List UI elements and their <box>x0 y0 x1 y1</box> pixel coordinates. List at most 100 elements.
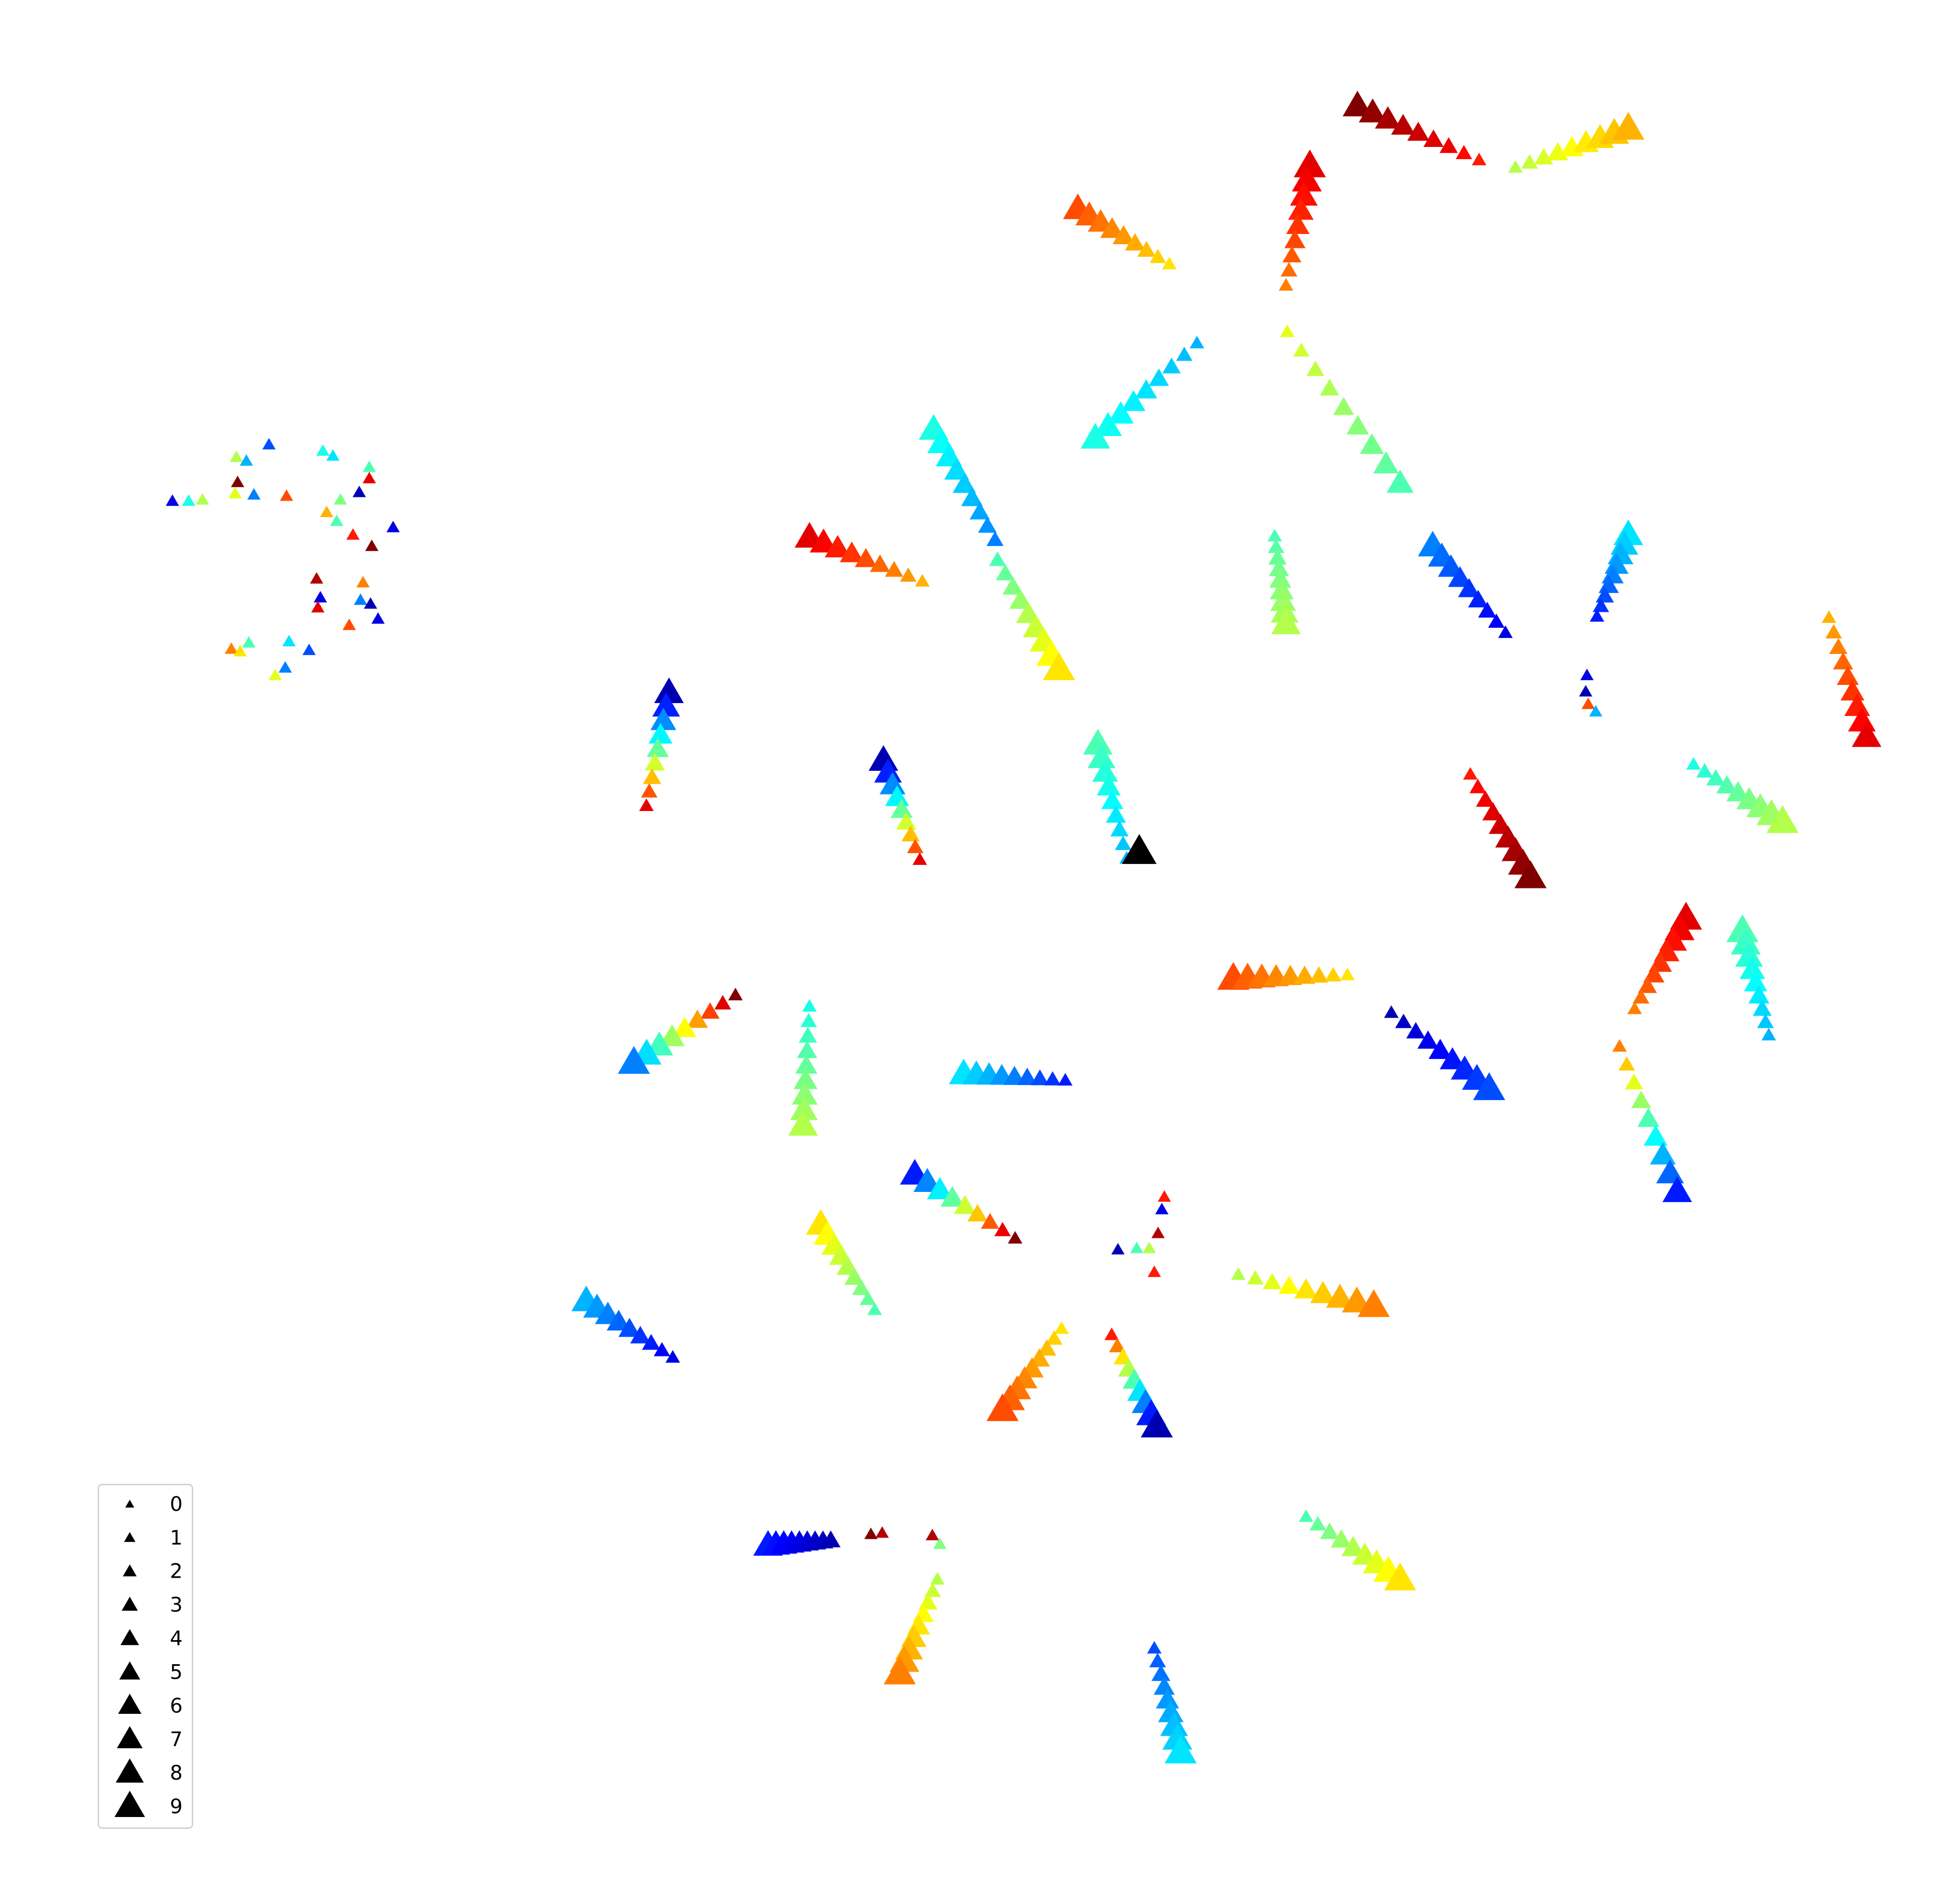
data-point <box>810 528 838 553</box>
data-point <box>1158 1700 1184 1722</box>
data-point <box>1121 390 1146 411</box>
legend-marker-icon <box>119 1661 141 1680</box>
data-point <box>652 692 680 717</box>
data-point <box>1282 246 1302 262</box>
data-point <box>1498 625 1513 638</box>
data-point <box>1111 1243 1125 1254</box>
data-point <box>1096 775 1121 796</box>
data-point <box>1309 1516 1326 1531</box>
data-point <box>1231 1267 1246 1280</box>
data-point <box>1135 379 1157 399</box>
data-point <box>961 487 983 506</box>
data-point <box>1030 1069 1049 1086</box>
data-point <box>981 1213 999 1229</box>
data-point <box>825 535 851 558</box>
data-point <box>901 825 920 841</box>
data-point <box>268 668 282 681</box>
data-point <box>1395 1013 1412 1028</box>
data-point <box>1162 357 1181 373</box>
data-point <box>978 516 997 533</box>
data-point <box>365 539 379 551</box>
data-point <box>900 567 917 582</box>
data-point <box>1590 609 1605 622</box>
data-point <box>1331 1529 1352 1548</box>
data-point <box>1341 1535 1365 1556</box>
legend-label: 1 <box>170 1526 183 1549</box>
data-point <box>233 645 247 657</box>
data-point <box>1110 820 1129 837</box>
data-point <box>1488 613 1505 628</box>
legend-entry: 5 <box>119 1660 183 1683</box>
data-point <box>930 1572 945 1585</box>
data-point <box>907 839 924 853</box>
legend-entry: 4 <box>120 1627 183 1650</box>
legend-marker-icon <box>124 1532 136 1542</box>
data-point <box>1598 575 1619 593</box>
data-point <box>1476 790 1495 807</box>
data-point <box>639 798 654 811</box>
data-point <box>224 642 238 654</box>
data-point <box>641 783 658 798</box>
data-point <box>1148 368 1169 386</box>
data-point <box>654 1342 671 1356</box>
data-point <box>1612 1039 1627 1052</box>
data-point <box>1306 361 1325 376</box>
data-point <box>363 597 377 609</box>
data-point <box>802 999 817 1012</box>
data-point <box>239 454 253 466</box>
data-point <box>1083 729 1113 755</box>
legend-marker-icon <box>122 1564 137 1577</box>
data-point <box>967 1204 988 1222</box>
data-point <box>310 572 323 584</box>
data-point <box>1271 609 1301 634</box>
data-point <box>371 612 385 624</box>
data-point <box>1696 763 1713 778</box>
data-point <box>311 601 325 613</box>
data-point <box>182 494 196 506</box>
data-point <box>650 707 676 730</box>
data-point <box>1589 705 1603 717</box>
data-point <box>1113 225 1135 245</box>
data-point <box>1407 121 1429 141</box>
data-point <box>1294 1278 1318 1299</box>
data-point <box>1632 989 1650 1004</box>
legend-marker-icon <box>115 1758 144 1783</box>
data-point <box>885 561 904 577</box>
data-point <box>282 635 296 646</box>
data-point <box>1106 805 1126 823</box>
legend-marker-icon <box>116 1726 143 1749</box>
data-point <box>1423 129 1444 147</box>
data-point <box>986 531 1004 546</box>
data-point <box>1627 1001 1642 1015</box>
data-point <box>1473 1072 1505 1101</box>
data-point <box>1643 1125 1668 1146</box>
data-point <box>320 505 333 518</box>
data-point <box>1619 1056 1635 1071</box>
data-point <box>316 444 330 456</box>
data-point <box>1662 1176 1692 1203</box>
data-point <box>1280 262 1297 277</box>
data-point <box>1290 182 1318 206</box>
data-point <box>196 493 209 505</box>
legend-label: 2 <box>170 1559 183 1583</box>
data-point <box>352 485 366 497</box>
legend-marker-icon <box>114 1790 145 1818</box>
data-point <box>1716 775 1738 794</box>
data-point <box>1638 976 1657 993</box>
data-point <box>343 618 356 630</box>
data-point <box>1596 587 1614 603</box>
data-point <box>933 1537 947 1549</box>
data-point <box>1637 1108 1660 1127</box>
data-point <box>356 575 370 588</box>
data-point <box>1176 346 1193 361</box>
data-point <box>1279 278 1294 291</box>
data-point <box>1837 666 1859 685</box>
data-point <box>940 1186 965 1207</box>
legend-label: 8 <box>170 1761 183 1784</box>
data-point <box>630 1325 651 1344</box>
legend-label: 6 <box>170 1694 183 1717</box>
data-point <box>1581 697 1595 709</box>
data-point <box>1270 588 1296 611</box>
data-point <box>346 528 360 540</box>
data-point <box>643 768 662 784</box>
